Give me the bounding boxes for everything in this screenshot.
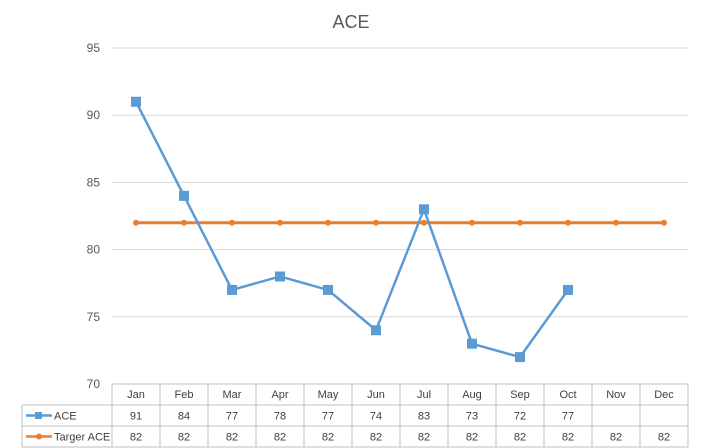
data-point — [325, 219, 331, 226]
data-table-value: 77 — [322, 411, 334, 423]
x-tick-label: Jul — [417, 389, 431, 401]
data-table-value: 73 — [466, 411, 478, 423]
data-table-value: 82 — [274, 432, 286, 444]
data-point — [227, 284, 237, 295]
data-point — [371, 325, 381, 336]
data-table-value: 78 — [274, 411, 286, 423]
data-table-value: 74 — [370, 411, 382, 423]
x-tick-label: Apr — [271, 389, 288, 401]
data-point — [517, 219, 523, 226]
data-table-value: 82 — [418, 432, 430, 444]
series-layer — [131, 96, 667, 363]
chart-title: ACE — [332, 12, 369, 32]
data-table-value: 82 — [466, 432, 478, 444]
data-point — [469, 219, 475, 226]
x-tick-label: Jan — [127, 389, 145, 401]
data-table-value: 82 — [562, 432, 574, 444]
data-table-value: 77 — [226, 411, 238, 423]
series-line — [134, 101, 570, 359]
data-table-value: 82 — [178, 432, 190, 444]
y-tick-label: 75 — [87, 310, 101, 324]
data-table-value: 82 — [514, 432, 526, 444]
data-point — [229, 219, 235, 226]
data-table-value: 82 — [226, 432, 238, 444]
data-point — [661, 219, 667, 226]
x-tick-label: Sep — [510, 389, 530, 401]
data-point — [131, 96, 141, 107]
x-tick-label: Mar — [223, 389, 242, 401]
y-tick-label: 80 — [87, 243, 101, 257]
data-table-value: 82 — [610, 432, 622, 444]
data-table-value: 82 — [370, 432, 382, 444]
y-tick-label: 90 — [87, 108, 101, 122]
data-table-value: 72 — [514, 411, 526, 423]
x-tick-label: May — [318, 389, 339, 401]
x-tick-label: Aug — [462, 389, 482, 401]
data-table-value: 77 — [562, 411, 574, 423]
legend-label: ACE — [54, 411, 77, 423]
data-point — [275, 271, 285, 282]
x-tick-label: Dec — [654, 389, 674, 401]
data-table-value: 82 — [658, 432, 670, 444]
data-point — [565, 219, 571, 226]
data-table-value: 82 — [322, 432, 334, 444]
data-point — [373, 219, 379, 226]
y-tick-label: 85 — [87, 175, 101, 189]
x-tick-label: Jun — [367, 389, 385, 401]
data-table-value: 91 — [130, 411, 142, 423]
data-point — [133, 219, 139, 226]
gridlines — [112, 47, 688, 318]
x-tick-label: Nov — [606, 389, 626, 401]
y-axis-ticks: 70 75 80 85 90 95 — [87, 41, 101, 391]
data-point — [179, 190, 189, 201]
x-tick-label: Oct — [559, 389, 576, 401]
y-tick-label: 95 — [87, 41, 101, 55]
x-tick-label: Feb — [175, 389, 194, 401]
legend-key-marker — [35, 412, 42, 419]
data-point — [563, 284, 573, 295]
data-point — [421, 219, 427, 226]
data-point — [277, 219, 283, 226]
data-point — [613, 219, 619, 226]
legend-label: Targer ACE — [54, 432, 110, 444]
data-table-value: 83 — [418, 411, 430, 423]
y-tick-label: 70 — [87, 377, 101, 391]
data-point — [181, 219, 187, 226]
data-point — [419, 204, 429, 215]
data-table: Jan Feb Mar Apr May Jun Jul Aug Sep Oct Nov Dec ACE 9… — [21, 383, 689, 448]
data-table-value: 84 — [178, 411, 190, 423]
data-point — [467, 338, 477, 349]
legend-key-marker — [36, 433, 42, 440]
data-table-value: 82 — [130, 432, 142, 444]
data-point — [515, 352, 525, 363]
data-point — [323, 284, 333, 295]
